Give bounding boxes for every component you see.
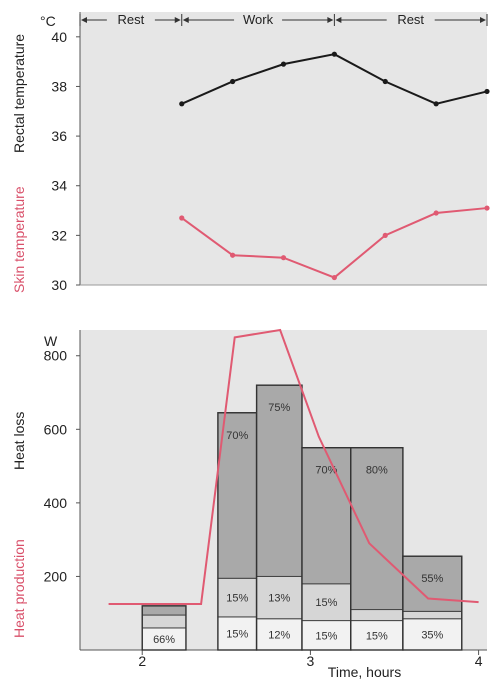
heat-loss-percent-label: 12% xyxy=(268,629,290,641)
phase-arrowhead xyxy=(335,17,342,23)
heat-loss-bar-segment xyxy=(350,609,404,622)
heat-loss-percent-label: 15% xyxy=(366,630,388,642)
phase-arrowhead xyxy=(174,17,181,23)
rectal-temperature-axis-label: Rectal temperature xyxy=(11,34,27,153)
phase-arrowhead xyxy=(480,17,486,23)
skin-temperature-point xyxy=(179,215,185,221)
heat-loss-bar-segment xyxy=(141,605,187,616)
heat-loss-bar-segment xyxy=(402,610,463,620)
temperature-y-tick-label: 32 xyxy=(51,227,67,243)
skin-temperature-point xyxy=(484,205,490,211)
heat-production-axis-label: Heat production xyxy=(11,539,27,638)
heat-loss-percent-label: 66% xyxy=(153,634,175,646)
heat-y-tick-label: 400 xyxy=(44,495,68,511)
rectal-temperature-point xyxy=(230,78,236,85)
temperature-y-tick-label: 30 xyxy=(51,277,67,293)
phase-label-rest: Rest xyxy=(397,12,424,27)
temperature-y-tick-label: 34 xyxy=(51,178,67,194)
heat-y-labels: Heat production Heat loss xyxy=(11,412,27,638)
skin-temperature-point xyxy=(433,210,439,216)
heat-loss-bar xyxy=(141,605,187,651)
heat-loss-bar-segment xyxy=(217,412,258,579)
temperature-unit-label: °C xyxy=(40,13,56,29)
temperature-y-tick-label: 36 xyxy=(51,128,67,144)
heat-y-tick-label: 600 xyxy=(44,421,68,437)
phase-label-rest: Rest xyxy=(118,12,145,27)
skin-temperature-point xyxy=(230,252,236,258)
skin-temperature-point xyxy=(331,274,337,281)
heat-loss-percent-label: 15% xyxy=(315,630,337,642)
heat-production-line xyxy=(108,328,479,606)
temperature-y-tick-label: 40 xyxy=(51,29,67,45)
heat-loss-percent-label: 80% xyxy=(366,465,388,477)
rectal-temperature-point xyxy=(382,78,388,85)
rectal-temperature-point xyxy=(280,61,287,67)
heat-unit-label: W xyxy=(44,333,58,349)
heat-y-tick-label: 200 xyxy=(44,568,68,584)
heat-loss-percent-label: 35% xyxy=(421,629,443,641)
heat-loss-percent-label: 15% xyxy=(315,597,337,609)
heat-loss-percent-label: 15% xyxy=(226,628,248,640)
heat-loss-bar xyxy=(350,447,404,651)
heat-x-tick-label: 4 xyxy=(475,653,483,669)
rectal-temperature-point xyxy=(433,101,439,107)
phase-label-work: Work xyxy=(243,12,274,27)
phase-arrowhead xyxy=(327,17,334,23)
heat-loss-axis-label: Heat loss xyxy=(11,412,27,470)
heat-loss-bar xyxy=(402,555,463,651)
heat-loss-percent-label: 75% xyxy=(268,402,290,414)
rectal-temperature-point xyxy=(179,101,185,107)
phase-arrowhead xyxy=(182,17,189,23)
heat-loss-percent-label: 15% xyxy=(226,593,248,605)
heat-loss-bar-segment xyxy=(350,620,404,651)
heat-loss-bar-segment xyxy=(141,614,187,629)
heat-loss-percent-label: 70% xyxy=(315,465,337,477)
heat-x-axis-label: Time, hours xyxy=(328,664,401,680)
heat-loss-percent-label: 55% xyxy=(421,573,443,585)
phase-arrowhead xyxy=(81,17,87,23)
skin-temperature-point xyxy=(280,255,287,261)
temperature-plot-area xyxy=(80,12,487,285)
heat-loss-bar-segment xyxy=(256,384,303,577)
heat-loss-percent-label: 70% xyxy=(226,430,248,442)
heat-x-tick-label: 3 xyxy=(307,653,315,669)
rectal-temperature-point xyxy=(484,88,490,95)
heat-loss-percent-label: 13% xyxy=(268,593,290,605)
heat-x-tick-label: 2 xyxy=(138,653,146,669)
temperature-y-labels: Rectal temperature Skin temperature xyxy=(11,34,27,293)
rectal-temperature-point xyxy=(331,51,337,57)
heat-y-tick-label: 800 xyxy=(44,348,68,364)
temperature-y-tick-label: 38 xyxy=(51,78,67,94)
skin-temperature-point xyxy=(382,232,388,238)
skin-temperature-axis-label: Skin temperature xyxy=(11,186,27,293)
